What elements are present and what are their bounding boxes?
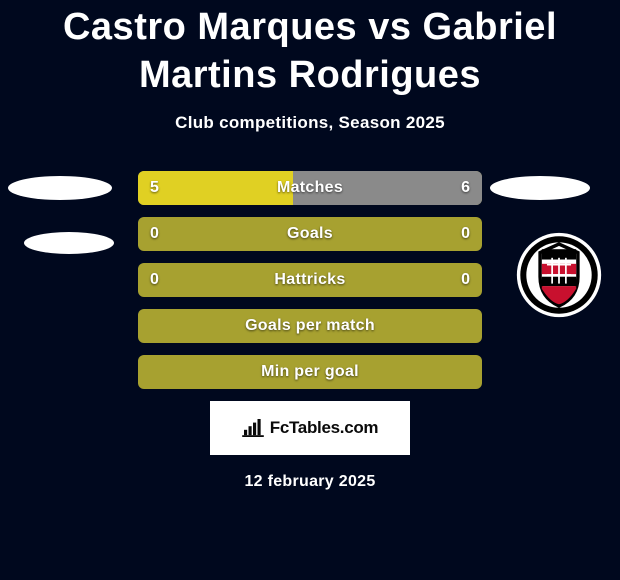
page-title: Castro Marques vs Gabriel Martins Rodrig… [0, 0, 620, 99]
chart-icon [242, 419, 264, 437]
stat-label: Matches [138, 179, 482, 197]
stat-label: Goals [138, 225, 482, 243]
stat-row: Goals per match [138, 309, 482, 343]
stat-label: Min per goal [138, 363, 482, 381]
stat-value-player1: 0 [150, 271, 159, 289]
stat-value-player2: 0 [461, 225, 470, 243]
stats-container: Matches56Goals00Hattricks00Goals per mat… [0, 171, 620, 389]
brand-footer: FcTables.com [210, 401, 410, 455]
stat-value-player1: 0 [150, 225, 159, 243]
stat-label: Goals per match [138, 317, 482, 335]
stat-row: Hattricks0 0 [138, 263, 482, 297]
stat-value-player1: 5 [150, 179, 159, 197]
stat-row: Min per goal [138, 355, 482, 389]
stat-row: Goals0 0 [138, 217, 482, 251]
subtitle: Club competitions, Season 2025 [0, 113, 620, 133]
stat-value-player2: 6 [461, 179, 470, 197]
stat-value-player2: 0 [461, 271, 470, 289]
stat-row: Matches5 6 [138, 171, 482, 205]
stat-label: Hattricks [138, 271, 482, 289]
date-text: 12 february 2025 [0, 473, 620, 491]
brand-text: FcTables.com [270, 418, 379, 438]
